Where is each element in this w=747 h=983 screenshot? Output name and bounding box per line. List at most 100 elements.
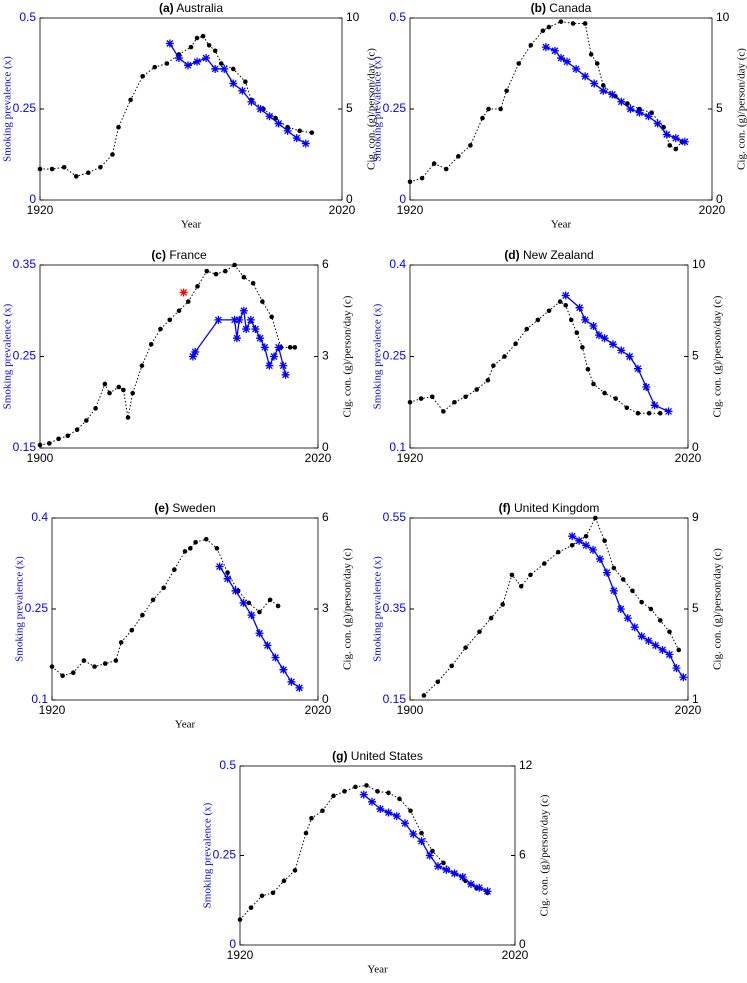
panel-title: (b) Canada [531,1,592,15]
data-point [665,650,674,659]
data-point [239,598,248,607]
data-point [215,562,224,571]
data-point [500,602,505,607]
data-point [463,645,468,650]
data-point [121,387,126,393]
y-tick-label: 0.5 [219,758,236,772]
series-line [239,784,488,920]
data-point [429,394,435,400]
data-point [609,586,618,595]
data-point [107,390,112,396]
y-tick-label: 0.5 [389,10,406,24]
data-point [630,588,635,594]
data-point [582,541,591,550]
series-line [169,43,307,145]
y-tick-label: 0.25 [25,601,49,615]
data-point [176,308,182,314]
data-point [242,325,251,334]
y-axis-label: Smoking prevalence (x) [372,556,384,662]
panel-name: Australia [174,1,224,15]
y2-tick-label: 0 [716,192,723,206]
data-point [194,35,200,41]
data-point [594,61,600,66]
data-point [397,796,402,802]
data-point [279,665,288,674]
series-line [571,535,684,678]
panel-name: Canada [546,1,592,15]
y-axis-label: Smoking prevalence (x) [372,303,384,409]
series-line [39,264,295,446]
data-point [518,583,524,589]
data-point [267,597,273,603]
data-point [98,164,103,170]
data-point [608,90,617,99]
data-point [589,322,598,330]
data-point [331,793,336,799]
y-axis-label: Smoking prevalence (x) [2,303,14,409]
data-point [188,546,193,551]
data-point [167,317,173,323]
x-axis-label: Year [181,219,202,231]
data-point [368,797,376,806]
data-point [172,567,177,572]
data-point [595,554,604,563]
data-point [271,653,280,662]
data-point [557,54,565,63]
data-point [243,79,248,84]
panel-title: (a) Australia [159,1,223,15]
y-tick-label: 0.1 [31,692,48,706]
data-point [37,166,43,172]
data-point [140,612,145,618]
data-point [456,154,461,159]
data-point [491,363,496,368]
data-point [118,640,124,645]
data-point [188,352,197,361]
y-tick-label: 0.35 [13,257,37,271]
data-point [535,317,541,323]
data-point [265,112,274,121]
data-point [152,64,158,70]
data-point [251,325,260,334]
data-point [93,406,98,411]
data-point [193,57,202,66]
data-point [270,890,276,896]
data-point [265,361,274,370]
data-point [303,830,309,836]
data-point [386,790,391,796]
y-tick-label: 0.25 [13,349,37,363]
data-point [467,880,475,889]
data-point [528,572,533,578]
y-axis-label: Smoking prevalence (x) [2,56,14,162]
data-point [185,299,191,304]
data-point [581,72,590,81]
x-tick-label: 2020 [699,203,726,217]
y-tick-label: 0.15 [13,440,37,454]
data-point [279,361,288,370]
data-point [485,377,491,383]
data-point [37,442,43,448]
data-point [611,565,617,571]
x-tick-label: 1920 [397,451,424,465]
data-point [183,61,192,70]
data-point [673,146,679,152]
data-point [263,641,272,650]
x-tick-label: 1900 [397,703,424,717]
data-point [574,330,580,336]
data-point [211,64,220,73]
data-point [204,268,210,274]
data-point [417,837,426,846]
panel-label: (a) [159,1,174,15]
data-point [409,830,418,839]
data-point [309,130,315,135]
series-line [409,21,683,183]
data-point [248,905,254,911]
data-point [650,401,659,410]
data-point [583,533,589,539]
data-point [165,39,174,48]
panel-title: (c) France [151,248,207,262]
series-line [409,300,661,414]
data-point [195,284,200,289]
y-tick-label: 0.25 [213,848,237,862]
data-point [664,407,673,416]
